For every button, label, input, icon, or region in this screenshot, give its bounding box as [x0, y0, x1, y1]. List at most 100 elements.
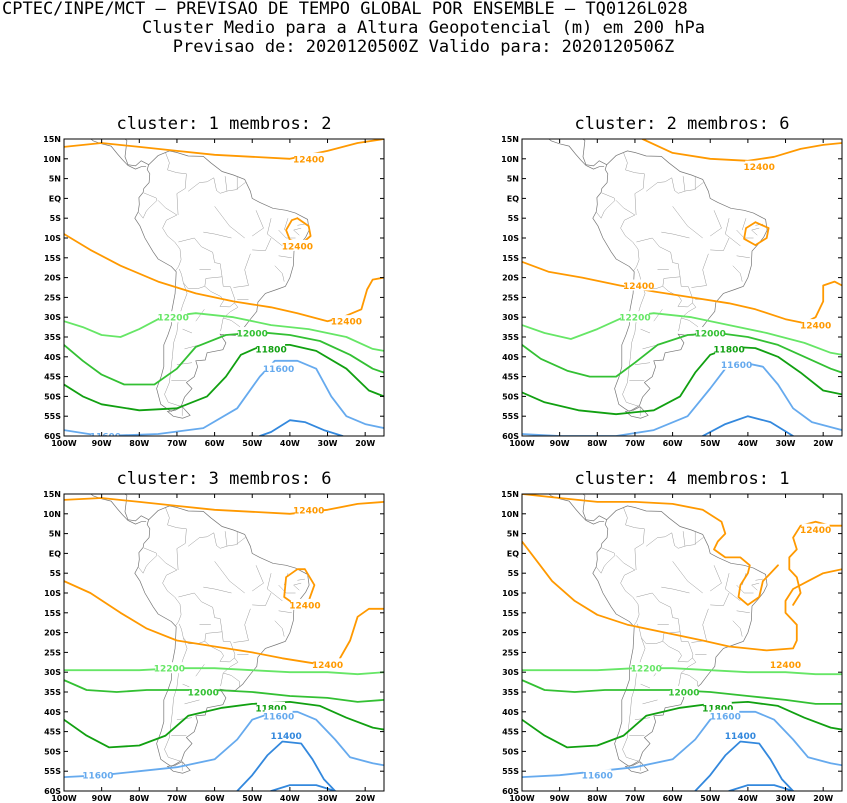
- political-border: [293, 582, 302, 591]
- political-border: [596, 192, 616, 219]
- panel-2-title: cluster: 2 membros: 6: [574, 114, 790, 134]
- contour-label-bg: [632, 662, 661, 674]
- lon-label: 20W: [355, 794, 375, 803]
- political-border: [679, 631, 694, 658]
- map-content: 12400 12400 12400 12200 12000 11800 11600: [522, 139, 842, 436]
- lon-label: 60W: [205, 439, 225, 448]
- lon-label: 50W: [700, 794, 720, 803]
- contour-11600: [64, 359, 384, 436]
- lat-label: 50S: [44, 392, 61, 401]
- lat-label: 50S: [502, 392, 519, 401]
- contour-label-bg: [583, 769, 612, 781]
- political-border: [252, 237, 272, 251]
- lon-label: 70W: [167, 439, 187, 448]
- contour-12000: [522, 332, 842, 378]
- contour-12400: [64, 497, 384, 515]
- contour-label: 11600: [82, 772, 113, 782]
- lat-label: 5S: [50, 569, 62, 578]
- contour-label-bg: [801, 523, 830, 535]
- lat-label: 35S: [44, 688, 61, 697]
- central-america-coast: [124, 494, 149, 522]
- contour-label-bg: [290, 598, 319, 610]
- lat-label: 10N: [43, 155, 61, 164]
- lat-label: 30S: [44, 668, 61, 677]
- political-border: [233, 608, 251, 643]
- contour-12400: [283, 568, 316, 606]
- contour-label: 12400: [293, 506, 324, 516]
- contour-label-bg: [313, 658, 342, 670]
- lon-label: 90W: [92, 794, 112, 803]
- map-content: 12400 12400 12400 12200 12000 11800 11600 11600: [64, 139, 384, 436]
- header-line-1: CPTEC/INPE/MCT — PREVISAO DE TEMPO GLOBA…: [2, 0, 688, 19]
- contour-label: 12000: [237, 330, 268, 340]
- lon-label: 20W: [355, 439, 375, 448]
- contour-label-bg: [669, 686, 698, 697]
- political-border: [213, 177, 247, 194]
- political-border: [751, 227, 760, 236]
- contour-label-bg: [257, 342, 286, 354]
- political-border: [221, 276, 236, 303]
- lon-label: 60W: [205, 794, 225, 803]
- contour-12400: [743, 221, 770, 246]
- contour-label-bg: [726, 729, 755, 741]
- lon-label: 50W: [242, 794, 262, 803]
- header-line-3: Previsao de: 2020120500Z Valido para: 20…: [172, 37, 675, 57]
- lat-label: 30S: [502, 313, 519, 322]
- lat-label: 10S: [502, 589, 519, 598]
- political-border: [736, 255, 750, 259]
- map-panel-2: 12400 12400 12400 12200 12000 11800 11600 15N 10…: [501, 135, 843, 448]
- contour-12000: [64, 679, 384, 703]
- lat-label: 5S: [508, 214, 520, 223]
- lat-label: 20S: [44, 274, 61, 283]
- political-border: [755, 578, 763, 581]
- political-border: [164, 282, 188, 407]
- lon-label: 40W: [280, 439, 300, 448]
- lon-label: 70W: [625, 439, 645, 448]
- lat-label: 30S: [44, 313, 61, 322]
- political-border: [182, 328, 193, 334]
- contour-label: 11800: [255, 345, 286, 355]
- political-border: [178, 237, 223, 289]
- lat-label: 45S: [502, 728, 519, 737]
- political-border: [204, 286, 239, 332]
- contour-11800: [64, 701, 384, 749]
- political-border: [165, 152, 187, 216]
- political-border: [642, 344, 658, 350]
- political-border: [661, 586, 690, 594]
- lat-label: 55S: [44, 767, 61, 776]
- contour-12200: [64, 667, 384, 676]
- contour-12400: [522, 494, 779, 606]
- political-border: [278, 610, 292, 614]
- political-border: [224, 531, 228, 547]
- political-border: [622, 637, 646, 762]
- contour-label-bg: [801, 319, 830, 331]
- lon-label: 60W: [663, 439, 683, 448]
- political-border: [274, 620, 285, 637]
- map-frame: [521, 493, 843, 792]
- lon-label: 100W: [51, 794, 77, 803]
- lon-label: 70W: [625, 794, 645, 803]
- contour-11400: [258, 419, 344, 436]
- political-border: [682, 176, 686, 192]
- lat-label: 15N: [43, 135, 61, 144]
- lat-label: 15S: [44, 254, 61, 263]
- contour-label: 12000: [695, 330, 726, 340]
- contour-12200: [522, 312, 842, 356]
- contour-label: 12400: [331, 318, 362, 328]
- lat-label: 35S: [502, 688, 519, 697]
- lat-label: 15S: [44, 609, 61, 618]
- contour-label: 12400: [800, 526, 831, 536]
- lat-label: 5N: [49, 175, 61, 184]
- south-america-coastline: [592, 150, 768, 412]
- lat-label: 10N: [501, 155, 519, 164]
- panel-4-title: cluster: 4 membros: 1: [574, 469, 790, 489]
- contour-11600: [64, 710, 384, 778]
- tierra-del-fuego: [624, 761, 649, 774]
- lat-label: 40S: [44, 708, 61, 717]
- political-border: [710, 565, 722, 592]
- lat-label: 50S: [502, 747, 519, 756]
- lat-label: 40S: [502, 708, 519, 717]
- panel-3-title: cluster: 3 membros: 6: [116, 469, 332, 489]
- contour-11400: [270, 784, 336, 791]
- political-border: [751, 582, 760, 591]
